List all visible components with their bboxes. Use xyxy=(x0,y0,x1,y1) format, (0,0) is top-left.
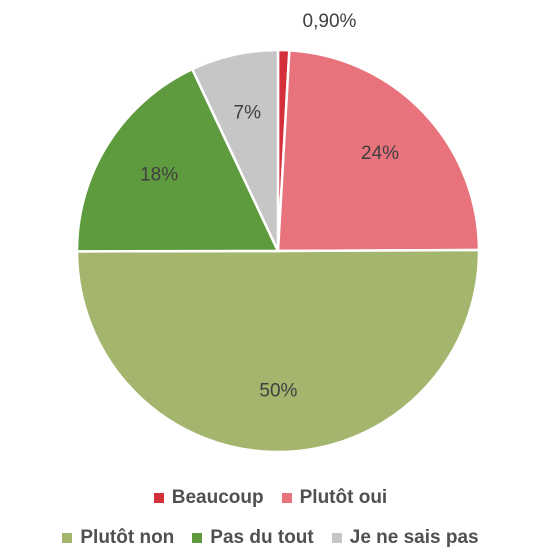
legend-item: Plutôt oui xyxy=(281,487,388,509)
legend-row: Plutôt non Pas du tout Je ne sais pas xyxy=(0,518,541,558)
legend-label: Pas du tout xyxy=(210,527,314,548)
legend-label: Je ne sais pas xyxy=(349,527,479,548)
legend: Beaucoup Plutôt oui Plutôt non Pas du tout… xyxy=(0,478,541,558)
legend-swatch xyxy=(331,533,342,543)
data-label: 0,90% xyxy=(303,11,357,32)
legend-swatch xyxy=(62,533,73,543)
pie-slice xyxy=(75,248,481,454)
data-label: 18% xyxy=(140,165,178,186)
legend-row: Beaucoup Plutôt oui xyxy=(0,478,541,518)
pie-slice xyxy=(190,48,280,252)
legend-swatch xyxy=(153,493,164,503)
legend-item: Pas du tout xyxy=(192,527,314,549)
legend-label: Beaucoup xyxy=(171,487,264,508)
legend-item: Plutôt non xyxy=(62,527,174,549)
pie-slice xyxy=(75,67,280,253)
legend-swatch xyxy=(192,533,203,543)
legend-item: Je ne sais pas xyxy=(331,527,479,549)
data-label: 50% xyxy=(259,381,297,402)
pie-slice xyxy=(276,49,481,253)
legend-label: Plutôt non xyxy=(80,527,175,548)
legend-swatch xyxy=(281,493,292,503)
data-label: 24% xyxy=(361,143,399,164)
data-label: 7% xyxy=(234,103,262,124)
legend-label: Plutôt oui xyxy=(299,487,388,508)
legend-item: Beaucoup xyxy=(153,487,264,509)
pie-area: 0,90% 24% 50% 18% 7% xyxy=(75,11,481,454)
